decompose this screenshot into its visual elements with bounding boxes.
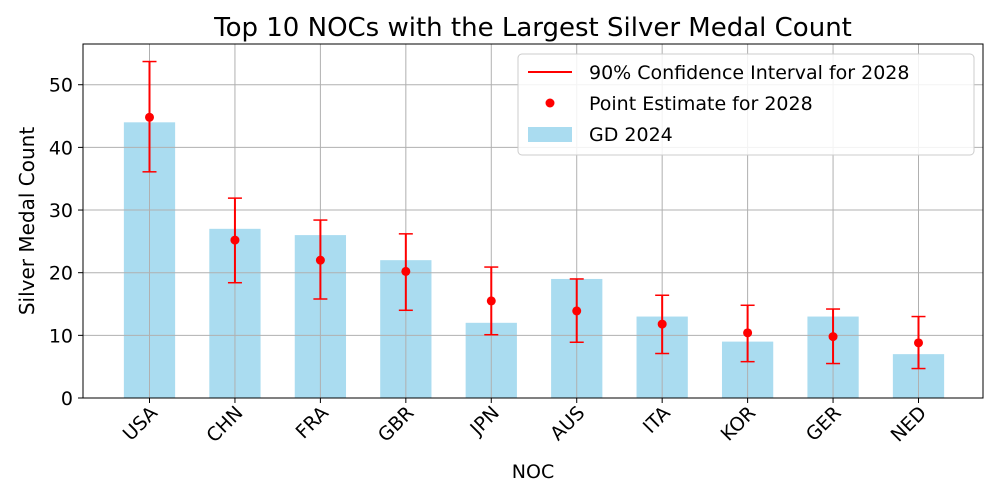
point-ger [828, 332, 838, 342]
y-axis-label: Silver Medal Count [15, 127, 39, 316]
point-estimates [145, 112, 923, 348]
legend-item-dot: Point Estimate for 2028 [545, 93, 813, 115]
x-axis-label: NOC [512, 461, 554, 483]
y-tick-label-50: 50 [49, 75, 73, 97]
legend-dot-marker [545, 98, 555, 108]
point-ita [657, 319, 667, 329]
x-tick-label-jpn: JPN [465, 402, 503, 440]
point-chn [230, 235, 240, 245]
legend-label: Point Estimate for 2028 [589, 93, 813, 115]
point-gbr [401, 266, 411, 276]
plot-frame [82, 43, 984, 399]
legend-item-box: GD 2024 [528, 124, 673, 146]
legend-box-marker [528, 127, 572, 142]
chart-title: Top 10 NOCs with the Largest Silver Meda… [213, 13, 852, 43]
point-fra [315, 255, 325, 265]
x-tick-label-gbr: GBR [374, 402, 419, 447]
x-tick-label-fra: FRA [292, 402, 333, 443]
y-tick-label-30: 30 [49, 200, 73, 222]
point-kor [743, 328, 753, 338]
x-tick-label-ned: NED [887, 402, 931, 446]
legend: 90% Confidence Interval for 2028 Point Es… [517, 53, 975, 156]
y-tick-label-10: 10 [49, 325, 73, 347]
x-tick-label-chn: CHN [202, 402, 247, 447]
legend-label: GD 2024 [589, 124, 673, 146]
x-tick-label-aus: AUS [546, 402, 589, 445]
point-usa [145, 112, 154, 122]
x-tick-label-ita: ITA [639, 402, 675, 438]
y-axis-ticks: 0 10 20 30 40 50 [49, 75, 83, 410]
point-aus [572, 306, 582, 316]
y-tick-label-20: 20 [49, 263, 73, 285]
legend-box [517, 53, 975, 156]
legend-item-line: 90% Confidence Interval for 2028 [528, 62, 909, 84]
x-tick-label-kor: KOR [717, 402, 761, 446]
y-tick-label-40: 40 [49, 137, 73, 159]
x-tick-label-usa: USA [119, 402, 162, 445]
x-tick-label-ger: GER [802, 402, 846, 446]
point-jpn [486, 296, 496, 306]
bars [123, 122, 945, 399]
point-ned [914, 338, 923, 348]
x-axis-ticks: USA CHN FRA GBR JPN AUS ITA KOR GER NED [119, 398, 931, 447]
legend-label: 90% Confidence Interval for 2028 [589, 62, 909, 84]
y-tick-label-0: 0 [61, 388, 73, 410]
